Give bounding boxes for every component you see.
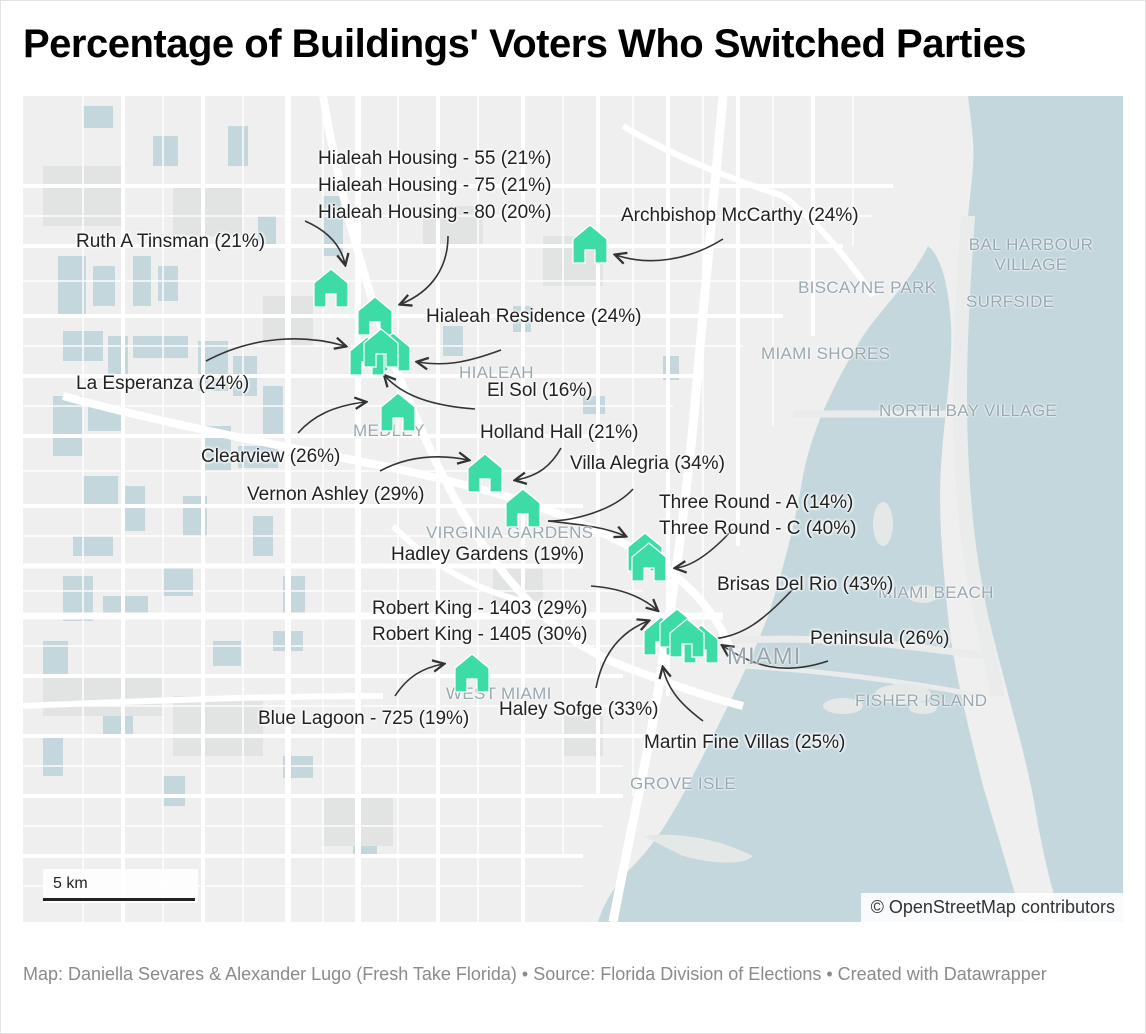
place-bal-harbour-line1: BAL HARBOUR	[968, 235, 1094, 254]
place-miami-beach: MIAMI BEACH	[878, 583, 994, 602]
house-icon[interactable]	[467, 453, 503, 493]
place-miami-shores: MIAMI SHORES	[761, 344, 891, 363]
annotation-arrows	[205, 220, 829, 722]
label-el-sol: El Sol (16%)	[487, 380, 593, 401]
map[interactable]: HIALEAH MEDLEY VIRGINIA GARDENS WEST MIA…	[23, 96, 1123, 922]
house-icon[interactable]	[454, 653, 490, 693]
causeway-macarthur	[722, 635, 984, 660]
island	[909, 702, 937, 714]
basemap	[23, 96, 1123, 922]
label-holland-hall: Holland Hall (21%)	[480, 422, 639, 443]
label-la-esperanza: La Esperanza (24%)	[76, 373, 250, 394]
place-grove-isle: GROVE ISLE	[630, 774, 736, 793]
island	[875, 684, 931, 704]
label-martin-fine-villas: Martin Fine Villas (25%)	[644, 732, 846, 753]
label-blue-lagoon-725: Blue Lagoon - 725 (19%)	[258, 708, 470, 729]
label-hialeah-housing-80: Hialeah Housing - 80 (20%)	[318, 202, 552, 223]
label-villa-alegria: Villa Alegria (34%)	[570, 453, 725, 474]
causeway-venetian	[742, 663, 984, 699]
house-icon[interactable]	[313, 268, 349, 308]
page-title: Percentage of Buildings' Voters Who Swit…	[23, 22, 1026, 66]
label-hialeah-residence: Hialeah Residence (24%)	[426, 306, 642, 327]
house-icon[interactable]	[380, 392, 416, 432]
place-biscayne-park: BISCAYNE PARK	[798, 278, 937, 297]
map-attribution[interactable]: © OpenStreetMap contributors	[860, 893, 1123, 922]
place-west-miami: WEST MIAMI	[446, 684, 552, 703]
place-fisher-island: FISHER ISLAND	[855, 691, 988, 710]
scale-bar: 5 km	[43, 869, 198, 903]
place-surfside: SURFSIDE	[966, 292, 1055, 311]
place-bal-harbour: BAL HARBOUR VILLAGE	[961, 235, 1101, 275]
label-brisas-del-rio: Brisas Del Rio (43%)	[717, 574, 894, 595]
label-hadley-gardens: Hadley Gardens (19%)	[391, 544, 585, 565]
island	[907, 585, 939, 603]
house-icon[interactable]	[363, 328, 399, 368]
place-virginia-gardens: VIRGINIA GARDENS	[426, 523, 594, 542]
house-icon[interactable]	[505, 488, 541, 528]
label-three-round-a: Three Round - A (14%)	[659, 492, 854, 513]
label-hialeah-housing-55: Hialeah Housing - 55 (21%)	[318, 148, 552, 169]
place-hialeah: HIALEAH	[459, 363, 534, 382]
island	[873, 502, 893, 546]
house-icon[interactable]	[572, 224, 608, 264]
label-clearview: Clearview (26%)	[201, 446, 341, 467]
place-north-bay-village: NORTH BAY VILLAGE	[879, 401, 1057, 420]
label-ruth-a-tinsman: Ruth A Tinsman (21%)	[76, 231, 266, 252]
key-biscayne-spit	[643, 834, 753, 863]
label-haley-sofge: Haley Sofge (33%)	[499, 699, 659, 720]
footer-credits: Map: Daniella Sevares & Alexander Lugo (…	[23, 964, 1047, 984]
island	[823, 698, 863, 714]
label-vernon-ashley: Vernon Ashley (29%)	[247, 484, 425, 505]
place-miami: MIAMI	[727, 643, 802, 670]
label-hialeah-housing-75: Hialeah Housing - 75 (21%)	[318, 175, 552, 196]
barrier-island	[953, 216, 1005, 696]
label-robert-king-1405: Robert King - 1405 (30%)	[372, 624, 588, 645]
label-robert-king-1403: Robert King - 1403 (29%)	[372, 598, 588, 619]
scale-label: 5 km	[53, 875, 88, 892]
house-icon[interactable]	[669, 618, 705, 658]
label-peninsula: Peninsula (26%)	[810, 628, 950, 649]
label-archbishop-mccarthy: Archbishop McCarthy (24%)	[621, 205, 859, 226]
place-bal-harbour-line2: VILLAGE	[994, 255, 1068, 274]
house-icon[interactable]	[631, 542, 667, 582]
ocean	[960, 96, 1123, 922]
scale-line	[43, 898, 195, 901]
label-three-round-c: Three Round - C (40%)	[659, 518, 857, 539]
